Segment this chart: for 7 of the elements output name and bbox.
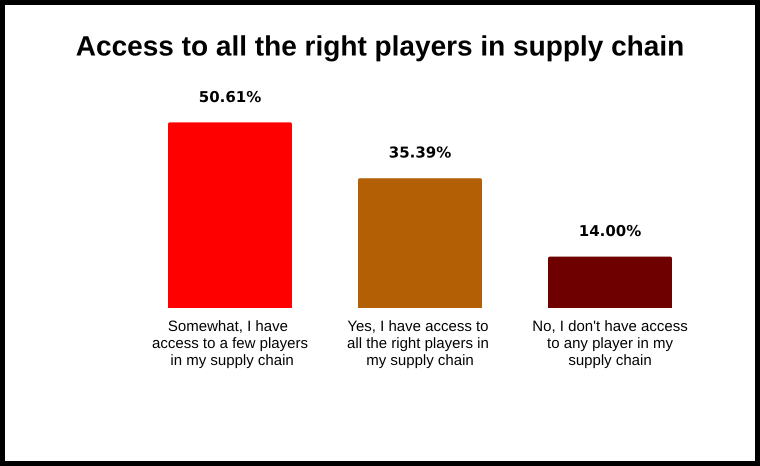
- chart-title: Access to all the right players in supply chain: [76, 30, 684, 62]
- data-label: 50.61%: [198, 88, 262, 106]
- x-tick-label: Somewhat, I have access to a few players in my supply chain: [152, 318, 308, 369]
- data-label: 14.00%: [578, 222, 642, 240]
- data-label: 35.39%: [388, 144, 452, 162]
- x-tick-label: No, I don't have access to any player in my supply chain: [532, 318, 688, 369]
- x-tick-label: Yes, I have access to all the right players in my supply chain: [347, 318, 493, 369]
